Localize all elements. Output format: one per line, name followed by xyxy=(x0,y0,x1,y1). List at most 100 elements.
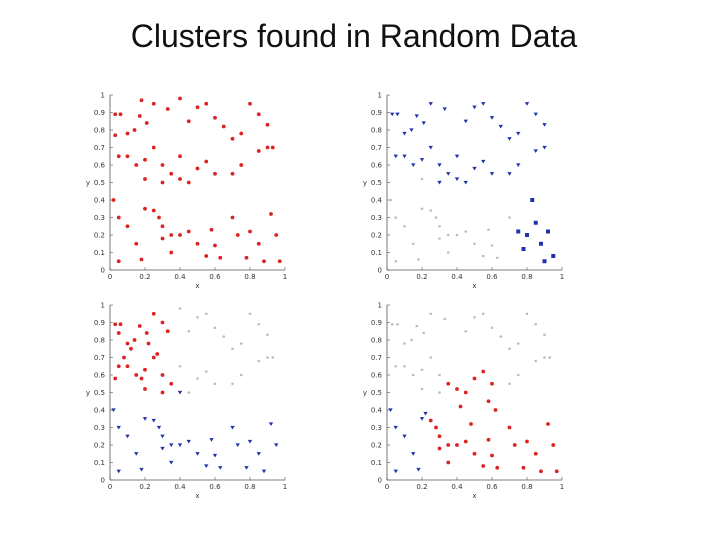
data-point-triangle xyxy=(230,425,235,430)
data-point-dot xyxy=(113,376,118,381)
data-point-dot xyxy=(554,469,559,474)
data-point-dot xyxy=(160,320,165,325)
data-point-dot xyxy=(125,154,130,159)
data-point-dot xyxy=(446,233,450,237)
y-tick-label: 0.2 xyxy=(371,442,382,450)
x-tick-label: 0.6 xyxy=(209,273,221,281)
data-point-dot xyxy=(160,180,165,185)
y-tick-label: 0.7 xyxy=(94,354,105,362)
data-point-triangle xyxy=(542,123,547,127)
data-point-dot xyxy=(143,157,147,162)
data-point-triangle xyxy=(533,149,538,153)
data-point-triangle xyxy=(160,434,165,439)
data-point-square xyxy=(521,247,526,251)
data-point-dot xyxy=(403,342,406,345)
data-point-dot xyxy=(508,347,511,351)
x-tick-label: 0.8 xyxy=(244,483,255,491)
x-tick-label: 0.2 xyxy=(139,273,150,281)
data-point-triangle xyxy=(169,460,174,465)
data-point-dot xyxy=(495,256,499,260)
y-tick-label: 0.1 xyxy=(94,459,105,467)
data-point-triangle xyxy=(393,469,398,474)
x-tick-label: 0 xyxy=(108,483,112,491)
data-point-dot xyxy=(151,101,156,106)
data-point-dot xyxy=(144,331,149,335)
data-point-triangle xyxy=(274,443,279,447)
data-point-triangle xyxy=(411,163,416,167)
data-point-dot xyxy=(204,159,209,164)
data-point-dot xyxy=(143,387,147,391)
data-point-dot xyxy=(186,229,191,234)
y-tick-label: 0.5 xyxy=(94,389,105,397)
scatter-panel-top-left: 0 0.1 0.2 0.3 0.4 0.5 0.6 0.7 0.8 0.9 1 0 0.2 0.4 0.6 0… xyxy=(86,92,287,291)
data-point-triangle xyxy=(393,425,398,430)
data-point-dot xyxy=(534,322,538,326)
data-point-triangle xyxy=(421,121,426,125)
data-point-dot xyxy=(473,315,476,319)
data-point-triangle xyxy=(428,102,433,106)
data-point-dot xyxy=(160,224,165,229)
data-point-dot xyxy=(165,107,170,111)
data-point-dot xyxy=(415,324,419,328)
data-point-dot xyxy=(525,439,529,444)
data-point-dot xyxy=(455,233,459,237)
data-point-dot xyxy=(487,228,490,232)
data-point-dot xyxy=(139,376,144,381)
y-tick-label: 1 xyxy=(378,92,382,100)
data-point-triangle xyxy=(139,467,144,472)
data-point-triangle xyxy=(125,434,130,439)
data-point-dot xyxy=(256,112,261,117)
x-tick-label: 1 xyxy=(560,273,564,281)
data-point-dot xyxy=(195,166,200,171)
data-point-triangle xyxy=(116,469,121,474)
scatter-panel-top-right: 0 0.1 0.2 0.3 0.4 0.5 0.6 0.7 0.8 0.9 1 0 0.2 0.4 0.6 0… xyxy=(363,92,564,291)
x-tick-label: 0.2 xyxy=(139,483,150,491)
data-point-dot xyxy=(546,422,550,426)
y-tick-label: 0.6 xyxy=(371,162,383,170)
y-tick-label: 1 xyxy=(378,302,382,310)
data-point-triangle xyxy=(156,425,162,430)
data-point-triangle xyxy=(472,105,477,110)
data-point-dot xyxy=(516,342,520,345)
data-point-dot xyxy=(438,391,441,394)
data-point-dot xyxy=(143,206,147,211)
y-tick-label: 0.9 xyxy=(94,319,105,327)
y-tick-label: 1 xyxy=(101,302,105,310)
scatter-panel-bottom-left: 0 0.1 0.2 0.3 0.4 0.5 0.6 0.7 0.8 0.9 1 0 0.2 0.4 0.6 0… xyxy=(86,302,287,501)
x-tick-label: 0.4 xyxy=(451,483,463,491)
data-point-dot xyxy=(113,133,118,138)
data-point-triangle xyxy=(261,469,267,474)
data-point-dot xyxy=(169,171,174,176)
data-point-triangle xyxy=(489,116,495,120)
data-point-dot xyxy=(508,382,511,386)
data-point-dot xyxy=(151,208,156,213)
y-tick-label: 0.4 xyxy=(94,407,106,415)
data-point-dot xyxy=(481,464,486,468)
data-point-dot xyxy=(481,369,486,374)
data-point-triangle xyxy=(142,417,148,421)
y-tick-label: 0.4 xyxy=(94,197,106,205)
data-point-dot xyxy=(151,311,156,316)
data-point-dot xyxy=(160,163,165,167)
data-point-triangle xyxy=(116,425,121,430)
data-point-triangle xyxy=(204,464,209,468)
data-point-dot xyxy=(222,335,226,338)
data-point-dot xyxy=(271,356,275,359)
data-point-dot xyxy=(169,381,174,386)
data-point-dot xyxy=(125,341,130,346)
data-point-dot xyxy=(132,128,137,132)
data-point-dot xyxy=(533,451,538,456)
x-tick-label: 0.8 xyxy=(521,483,532,491)
data-point-dot xyxy=(218,255,223,260)
data-point-dot xyxy=(534,359,538,363)
data-point-dot xyxy=(160,373,165,377)
data-point-dot xyxy=(239,163,244,167)
data-point-dot xyxy=(490,326,494,330)
data-point-dot xyxy=(160,236,165,241)
data-point-dot xyxy=(257,322,261,326)
data-point-dot xyxy=(269,212,273,216)
data-point-dot xyxy=(195,105,200,110)
data-point-dot xyxy=(403,364,406,368)
data-point-dot xyxy=(134,373,139,377)
data-point-dot xyxy=(438,373,441,377)
